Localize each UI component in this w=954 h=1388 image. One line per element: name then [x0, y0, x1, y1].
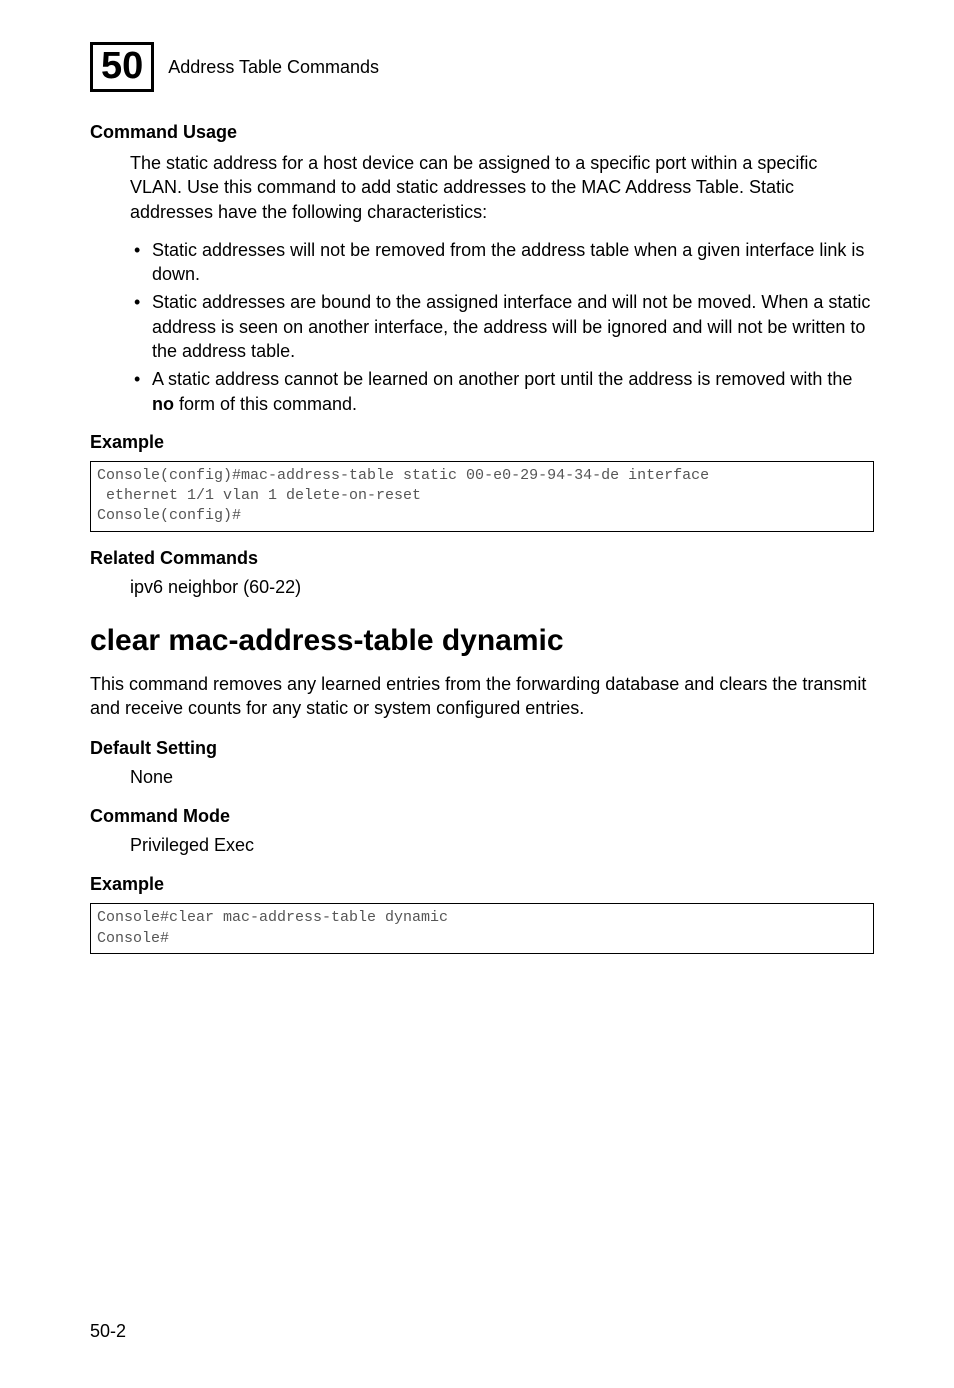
command-mode-heading: Command Mode	[90, 806, 874, 827]
command-usage-para: The static address for a host device can…	[130, 151, 874, 224]
default-setting-heading: Default Setting	[90, 738, 874, 759]
command-mode-value: Privileged Exec	[130, 835, 874, 856]
related-commands-heading: Related Commands	[90, 548, 874, 569]
page-number: 50-2	[90, 1321, 126, 1342]
bullet-tail: form of this command.	[174, 394, 357, 414]
code-block-1: Console(config)#mac-address-table static…	[90, 461, 874, 532]
list-item: Static addresses are bound to the assign…	[130, 290, 874, 363]
example-heading-2: Example	[90, 874, 874, 895]
bullet-bold: no	[152, 394, 174, 414]
chapter-number: 50	[101, 45, 143, 87]
command-title: clear mac-address-table dynamic	[90, 624, 874, 658]
command-usage-heading: Command Usage	[90, 122, 874, 143]
code-block-2: Console#clear mac-address-table dynamic …	[90, 903, 874, 954]
chapter-header: 50 Address Table Commands	[90, 42, 874, 92]
bullet-text: Static addresses are bound to the assign…	[152, 292, 870, 361]
bullet-text: Static addresses will not be removed fro…	[152, 240, 864, 284]
list-item: A static address cannot be learned on an…	[130, 367, 874, 416]
list-item: Static addresses will not be removed fro…	[130, 238, 874, 287]
usage-bullet-list: Static addresses will not be removed fro…	[130, 238, 874, 416]
related-commands-value: ipv6 neighbor (60-22)	[130, 577, 874, 598]
bullet-text: A static address cannot be learned on an…	[152, 369, 852, 389]
default-setting-value: None	[130, 767, 874, 788]
chapter-number-box: 50	[90, 42, 154, 92]
example-heading-1: Example	[90, 432, 874, 453]
chapter-title: Address Table Commands	[168, 57, 379, 78]
command-description: This command removes any learned entries…	[90, 672, 874, 721]
